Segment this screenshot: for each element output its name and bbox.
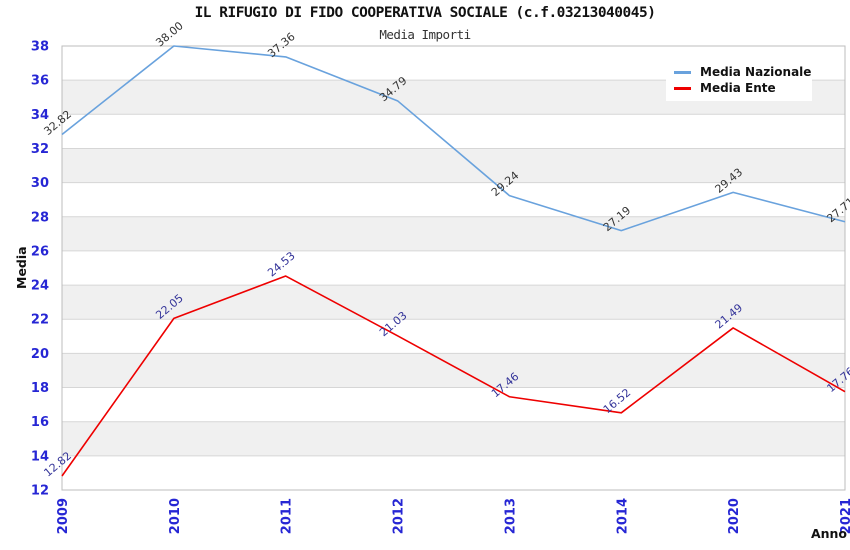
y-tick-label: 22 bbox=[31, 313, 49, 328]
x-tick-label: 2012 bbox=[392, 498, 407, 534]
x-tick-label: 2011 bbox=[280, 498, 295, 534]
legend-swatch-media-nazionale-icon bbox=[674, 70, 691, 74]
data-label-media-nazionale: 38.00 bbox=[153, 19, 185, 49]
legend-label-media-ente: Media Ente bbox=[700, 81, 776, 95]
plot-band bbox=[62, 216, 845, 251]
y-tick-label: 24 bbox=[31, 279, 49, 294]
chart-title: IL RIFUGIO DI FIDO COOPERATIVA SOCIALE (… bbox=[194, 5, 656, 21]
plot-band bbox=[62, 421, 845, 456]
series-line-media-nazionale bbox=[61, 45, 846, 232]
y-tick-label: 18 bbox=[31, 381, 49, 396]
y-tick-label: 32 bbox=[31, 142, 49, 157]
y-tick-label: 38 bbox=[31, 40, 49, 55]
legend-swatch-media-ente-icon bbox=[674, 86, 691, 90]
legend-item-media-ente: Media Ente bbox=[674, 80, 812, 96]
y-tick-label: 16 bbox=[31, 415, 49, 430]
plot-band bbox=[62, 148, 845, 183]
plot-border bbox=[61, 45, 846, 491]
plot-band bbox=[62, 319, 845, 354]
x-tick-label: 2010 bbox=[168, 498, 183, 534]
y-tick-label: 26 bbox=[31, 244, 49, 259]
legend-item-media-nazionale: Media Nazionale bbox=[674, 64, 812, 80]
x-tick-label: 2013 bbox=[503, 498, 518, 534]
x-tick-label: 2009 bbox=[56, 498, 71, 534]
plot-band bbox=[62, 114, 845, 149]
series-line-media-ente bbox=[61, 275, 846, 477]
y-tick-label: 28 bbox=[31, 210, 49, 225]
chart-subtitle: Media Importi bbox=[379, 27, 471, 42]
y-tick-label: 20 bbox=[31, 347, 49, 362]
plot-band bbox=[62, 455, 845, 490]
y-tick-label: 30 bbox=[31, 176, 49, 191]
x-axis-title: Anno bbox=[810, 526, 847, 541]
chart-legend: Media Nazionale Media Ente bbox=[666, 59, 812, 101]
plot-band bbox=[62, 353, 845, 388]
plot-band bbox=[62, 182, 845, 217]
x-tick-label: 2020 bbox=[727, 498, 742, 534]
y-tick-label: 14 bbox=[31, 449, 49, 464]
y-tick-label: 34 bbox=[31, 108, 49, 123]
y-axis-title: Media bbox=[14, 246, 29, 290]
x-tick-label: 2021 bbox=[839, 498, 850, 534]
plot-band bbox=[62, 387, 845, 422]
y-tick-label: 12 bbox=[31, 484, 49, 499]
plot-band bbox=[62, 285, 845, 320]
plot-band bbox=[62, 250, 845, 286]
x-tick-label: 2014 bbox=[615, 498, 630, 534]
y-tick-label: 36 bbox=[31, 74, 49, 89]
legend-label-media-nazionale: Media Nazionale bbox=[700, 65, 812, 79]
